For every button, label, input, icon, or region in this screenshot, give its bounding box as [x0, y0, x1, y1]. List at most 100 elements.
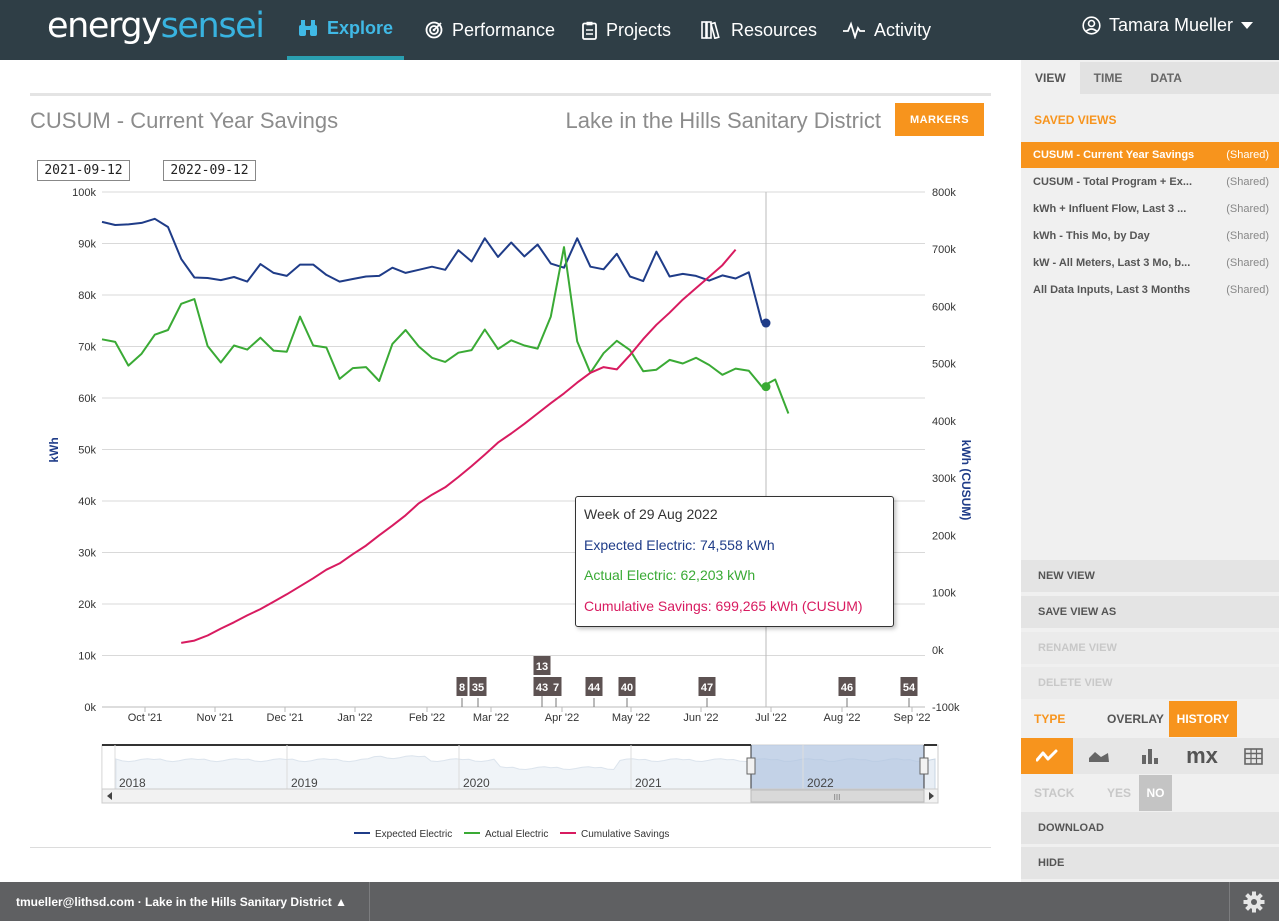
marker-flag: [533, 677, 551, 696]
navigator-scrollbar: [101, 788, 939, 804]
stack-no-option[interactable]: NO: [1139, 775, 1172, 811]
y-tick-label: 50k: [78, 445, 96, 457]
nav-performance[interactable]: Performance: [425, 0, 555, 60]
area-chart-option[interactable]: [1073, 738, 1125, 774]
divider: [369, 882, 370, 921]
saved-view-name: kWh - This Mo, by Day: [1033, 230, 1150, 242]
tab-view[interactable]: VIEW: [1021, 62, 1080, 94]
x-tick-label: Jul '22: [755, 712, 786, 724]
marker-label: 44: [588, 682, 601, 694]
series-line: [101, 246, 790, 414]
saved-view-item[interactable]: All Data Inputs, Last 3 Months (Shared): [1021, 277, 1279, 303]
y-tick-label: 100k: [72, 187, 96, 199]
history-option[interactable]: HISTORY: [1169, 701, 1237, 737]
y2-tick-label: 700k: [932, 244, 956, 256]
overlay-option[interactable]: OVERLAY: [1107, 712, 1164, 726]
saved-view-name: kW - All Meters, Last 3 Mo, b...: [1033, 257, 1191, 269]
new-view-button[interactable]: NEW VIEW: [1021, 560, 1279, 594]
marker-label: 40: [621, 682, 633, 694]
y-tick-label: 10k: [78, 651, 96, 663]
y-tick-label: 40k: [78, 496, 96, 508]
mx-option[interactable]: mx: [1186, 743, 1218, 768]
markers-button[interactable]: MARKERS: [895, 103, 984, 136]
nav-performance-label: Performance: [452, 19, 556, 40]
tooltip-expected: Expected Electric: 74,558 kWh: [584, 536, 775, 553]
y2-tick-label: 800k: [932, 187, 956, 199]
marker-label: 47: [701, 682, 713, 694]
navigator-year-label: 2018: [119, 776, 146, 790]
saved-view-item[interactable]: CUSUM - Total Program + Ex... (Shared): [1021, 169, 1279, 195]
nav-explore-label: Explore: [326, 17, 394, 38]
shared-badge: (Shared): [1226, 230, 1269, 242]
user-avatar-icon: [1082, 15, 1101, 35]
delete-view-button[interactable]: DELETE VIEW: [1021, 667, 1279, 701]
hide-button[interactable]: HIDE: [1021, 847, 1279, 881]
y2-tick-label: 0k: [932, 645, 944, 657]
legend-item: Cumulative Savings: [581, 829, 669, 840]
x-tick-label: Aug '22: [824, 712, 861, 724]
app-logo[interactable]: energysensei: [47, 6, 265, 46]
y-axis-title: kWh: [47, 437, 61, 462]
cusum-line-chart[interactable]: 0k 10k 20k 30k 40k 50k 60k 70k 80k 90k 100k -100k 0k…: [0, 180, 1021, 850]
rename-view-button[interactable]: RENAME VIEW: [1021, 632, 1279, 666]
x-tick-label: Dec '21: [267, 712, 304, 724]
chart-tooltip: Week of 29 Aug 2022 Expected Electric: 7…: [575, 496, 894, 627]
nav-projects[interactable]: Projects: [582, 0, 671, 60]
stack-yes-option[interactable]: YES: [1107, 786, 1132, 800]
gear-icon[interactable]: [1243, 891, 1265, 913]
line-chart-option[interactable]: [1021, 738, 1073, 774]
saved-view-item[interactable]: kWh + Influent Flow, Last 3 ... (Shared): [1021, 196, 1279, 222]
series-line: [101, 217, 763, 324]
saved-view-item[interactable]: kWh - This Mo, by Day (Shared): [1021, 223, 1279, 249]
tab-data[interactable]: DATA: [1150, 71, 1182, 85]
y-tick-label: 20k: [78, 599, 96, 611]
nav-activity[interactable]: Activity: [843, 0, 931, 60]
tab-time[interactable]: TIME: [1093, 71, 1123, 85]
y2-tick-label: 600k: [932, 301, 956, 313]
bar-chart-option[interactable]: [1124, 738, 1176, 774]
nav-resources-label: Resources: [731, 19, 818, 40]
shared-badge: (Shared): [1226, 257, 1269, 269]
marker-flag: [469, 677, 487, 696]
date-from-input[interactable]: 2021-09-12: [37, 160, 130, 181]
table-option[interactable]: [1227, 738, 1279, 774]
nav-activity-label: Activity: [874, 19, 932, 40]
y2-tick-label: 100k: [932, 588, 956, 600]
chart-title: CUSUM - Current Year Savings: [30, 108, 339, 133]
navigator-handle-left: [746, 757, 756, 775]
series-hover-point: [761, 382, 771, 392]
y-tick-label: 0k: [84, 702, 96, 714]
y-tick-label: 90k: [78, 239, 96, 251]
shared-badge: (Shared): [1226, 284, 1269, 296]
marker-label: 7: [553, 682, 559, 694]
navigator-year-label: 2020: [463, 776, 490, 790]
x-tick-label: Jun '22: [683, 712, 718, 724]
saved-view-item[interactable]: kW - All Meters, Last 3 Mo, b... (Shared…: [1021, 250, 1279, 276]
marker-label: 13: [536, 661, 548, 673]
date-to-input[interactable]: 2022-09-12: [163, 160, 256, 181]
top-navigation-bar: energysensei Explore Performance Project…: [0, 0, 1279, 60]
scrollbar-grip: III: [834, 793, 841, 802]
saved-view-name: CUSUM - Current Year Savings: [1033, 149, 1195, 161]
download-button[interactable]: DOWNLOAD: [1021, 812, 1279, 846]
marker-flag: [456, 677, 468, 696]
books-icon: [701, 21, 720, 39]
series-hover-point: [761, 318, 771, 328]
account-site-selector[interactable]: tmueller@lithsd.com · Lake in the Hills …: [16, 894, 347, 909]
tooltip-heading: Week of 29 Aug 2022: [584, 506, 718, 522]
pulse-icon: [843, 21, 865, 39]
nav-explore[interactable]: Explore: [287, 0, 404, 60]
panel-tabs: VIEW TIME DATA: [1021, 62, 1279, 94]
y2-axis-title: kWh (CUSUM): [959, 440, 973, 521]
site-name: Lake in the Hills Sanitary District: [565, 108, 881, 133]
marker-flag: [550, 677, 562, 696]
chart-type-selector: mx: [1021, 738, 1279, 774]
saved-view-item[interactable]: CUSUM - Current Year Savings (Shared): [1021, 142, 1279, 168]
nav-resources[interactable]: Resources: [701, 0, 817, 60]
save-view-as-button[interactable]: SAVE VIEW AS: [1021, 596, 1279, 630]
saved-view-name: kWh + Influent Flow, Last 3 ...: [1033, 203, 1187, 215]
chevron-down-icon: [1241, 21, 1254, 29]
user-menu[interactable]: Tamara Mueller: [1082, 0, 1254, 50]
scroll-right-arrow: [929, 792, 934, 800]
saved-view-name: CUSUM - Total Program + Ex...: [1033, 176, 1193, 188]
